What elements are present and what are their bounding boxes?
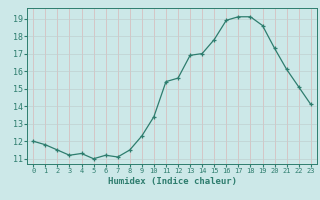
X-axis label: Humidex (Indice chaleur): Humidex (Indice chaleur) (108, 177, 236, 186)
